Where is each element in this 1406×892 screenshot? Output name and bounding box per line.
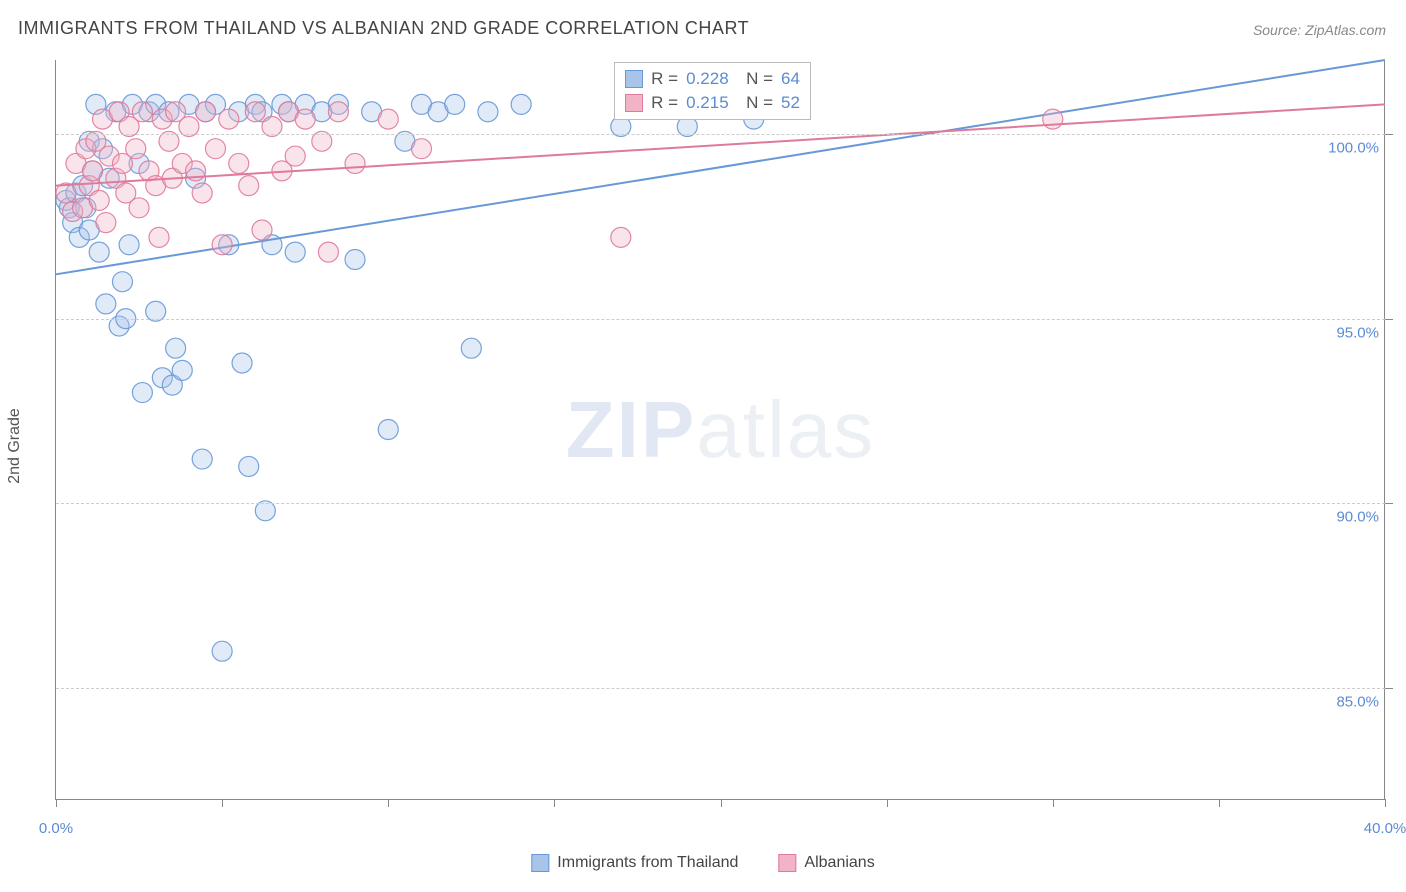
data-point xyxy=(239,456,259,476)
x-tick xyxy=(1219,799,1220,807)
data-point xyxy=(285,146,305,166)
data-point xyxy=(129,198,149,218)
y-tick xyxy=(1385,503,1393,504)
data-point xyxy=(232,353,252,373)
x-tick xyxy=(554,799,555,807)
data-point xyxy=(461,338,481,358)
data-point xyxy=(378,420,398,440)
x-tick-label: 40.0% xyxy=(1364,820,1406,837)
stat-r-label: R = xyxy=(651,93,678,113)
legend-label: Immigrants from Thailand xyxy=(557,854,738,872)
data-point xyxy=(96,294,116,314)
data-point xyxy=(411,139,431,159)
x-tick xyxy=(721,799,722,807)
y-tick xyxy=(1385,319,1393,320)
stat-n-value: 52 xyxy=(781,93,800,113)
data-point xyxy=(219,109,239,129)
data-point xyxy=(205,139,225,159)
bottom-legend: Immigrants from Thailand Albanians xyxy=(531,854,874,872)
gridline xyxy=(56,319,1385,320)
stat-n-label: N = xyxy=(737,93,773,113)
data-point xyxy=(166,338,186,358)
data-point xyxy=(239,176,259,196)
data-point xyxy=(89,242,109,262)
data-point xyxy=(212,641,232,661)
stat-row: R = 0.215 N = 52 xyxy=(625,91,800,115)
gridline xyxy=(56,688,1385,689)
data-point xyxy=(192,183,212,203)
y-tick-label: 90.0% xyxy=(1336,509,1379,526)
x-tick xyxy=(388,799,389,807)
stat-r-label: R = xyxy=(651,69,678,89)
data-point xyxy=(318,242,338,262)
data-point xyxy=(511,94,531,114)
y-tick xyxy=(1385,134,1393,135)
chart-title: IMMIGRANTS FROM THAILAND VS ALBANIAN 2ND… xyxy=(18,18,749,39)
data-point xyxy=(119,235,139,255)
correlation-stat-box: R = 0.228 N = 64R = 0.215 N = 52 xyxy=(614,62,811,120)
y-tick-label: 100.0% xyxy=(1328,139,1379,156)
data-point xyxy=(149,227,169,247)
y-tick-label: 95.0% xyxy=(1336,324,1379,341)
data-point xyxy=(252,220,272,240)
gridline xyxy=(56,134,1385,135)
data-point xyxy=(378,109,398,129)
legend-item: Immigrants from Thailand xyxy=(531,854,738,872)
y-tick xyxy=(1385,688,1393,689)
data-point xyxy=(112,272,132,292)
data-point xyxy=(478,102,498,122)
source-label: Source: ZipAtlas.com xyxy=(1253,22,1386,38)
data-point xyxy=(89,190,109,210)
stat-n-value: 64 xyxy=(781,69,800,89)
legend-swatch xyxy=(778,854,796,872)
legend-label: Albanians xyxy=(804,854,874,872)
data-point xyxy=(445,94,465,114)
legend-item: Albanians xyxy=(778,854,874,872)
x-tick-label: 0.0% xyxy=(39,820,73,837)
x-tick xyxy=(1053,799,1054,807)
legend-swatch xyxy=(531,854,549,872)
data-point xyxy=(345,153,365,173)
stat-swatch xyxy=(625,70,643,88)
stat-r-value: 0.215 xyxy=(686,93,729,113)
data-point xyxy=(295,109,315,129)
data-point xyxy=(96,213,116,233)
x-tick xyxy=(56,799,57,807)
plot-area: ZIPatlas R = 0.228 N = 64R = 0.215 N = 5… xyxy=(55,60,1385,800)
data-point xyxy=(611,227,631,247)
data-point xyxy=(285,242,305,262)
data-point xyxy=(1043,109,1063,129)
y-tick-label: 85.0% xyxy=(1336,694,1379,711)
data-point xyxy=(229,153,249,173)
stat-row: R = 0.228 N = 64 xyxy=(625,67,800,91)
stat-n-label: N = xyxy=(737,69,773,89)
data-point xyxy=(245,102,265,122)
data-point xyxy=(196,102,216,122)
stat-swatch xyxy=(625,94,643,112)
data-point xyxy=(126,139,146,159)
data-point xyxy=(345,250,365,270)
data-point xyxy=(212,235,232,255)
data-point xyxy=(172,360,192,380)
stat-r-value: 0.228 xyxy=(686,69,729,89)
data-point xyxy=(132,102,152,122)
data-point xyxy=(83,161,103,181)
data-point xyxy=(192,449,212,469)
data-point xyxy=(132,383,152,403)
x-tick xyxy=(1385,799,1386,807)
x-tick xyxy=(887,799,888,807)
gridline xyxy=(56,503,1385,504)
y-axis-title: 2nd Grade xyxy=(6,408,24,484)
data-point xyxy=(328,102,348,122)
x-tick xyxy=(222,799,223,807)
